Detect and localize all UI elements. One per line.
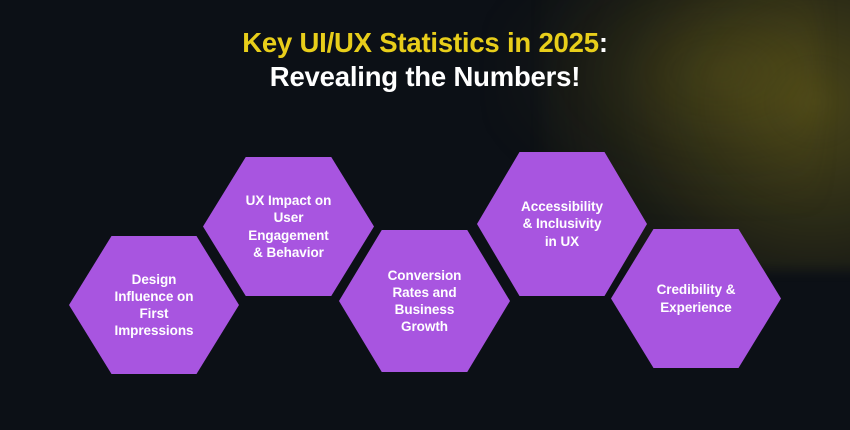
hexagon-label: UX Impact on User Engagement & Behavior (245, 193, 332, 260)
page-title-highlight: Key UI/UX Statistics in 2025 (242, 27, 599, 58)
hexagon-accessibility[interactable]: Accessibility & Inclusivity in UX (477, 152, 647, 296)
hexagon-label: Design Influence on First Impressions (114, 271, 194, 339)
hexagon-label: Credibility & Experience (656, 282, 736, 315)
page-title-line-2: Revealing the Numbers! (269, 60, 581, 92)
hexagon-conversion-rates[interactable]: Conversion Rates and Business Growth (339, 230, 510, 372)
page-title-line-1: Key UI/UX Statistics in 2025: (0, 26, 850, 60)
hexagon-ux-impact[interactable]: UX Impact on User Engagement & Behavior (203, 157, 374, 296)
hexagon-credibility[interactable]: Credibility & Experience (611, 229, 781, 368)
hexagon-label: Accessibility & Inclusivity in UX (521, 199, 603, 249)
hexagon-design-influence[interactable]: Design Influence on First Impressions (69, 236, 239, 374)
hexagon-label: Conversion Rates and Business Growth (387, 267, 462, 335)
page-title: Key UI/UX Statistics in 2025: Revealing … (0, 26, 850, 93)
page-title-colon: : (598, 27, 608, 58)
